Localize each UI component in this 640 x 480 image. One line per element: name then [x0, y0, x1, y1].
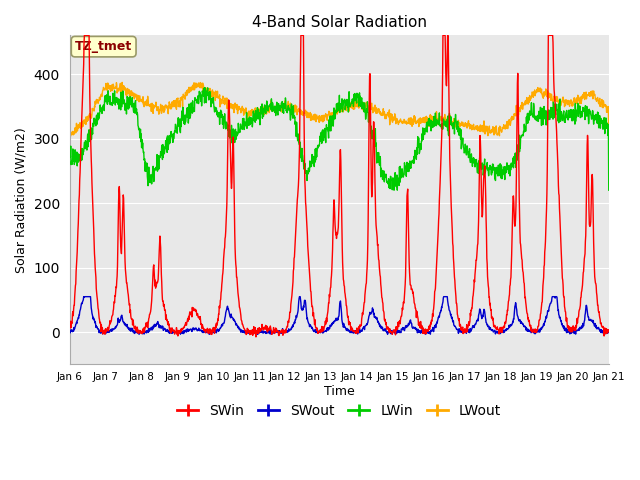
X-axis label: Time: Time [324, 385, 355, 398]
Title: 4-Band Solar Radiation: 4-Band Solar Radiation [252, 15, 427, 30]
Text: TZ_tmet: TZ_tmet [75, 40, 132, 53]
Legend: SWin, SWout, LWin, LWout: SWin, SWout, LWin, LWout [172, 398, 507, 423]
Y-axis label: Solar Radiation (W/m2): Solar Radiation (W/m2) [15, 127, 28, 273]
